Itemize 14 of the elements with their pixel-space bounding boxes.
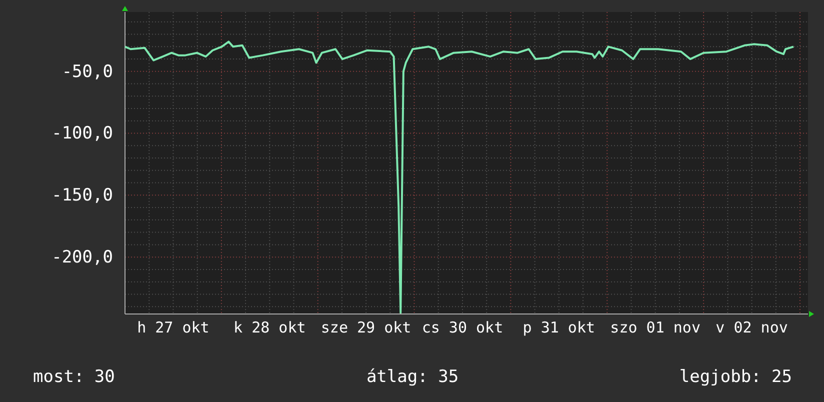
y-tick-label: -50,0 — [62, 62, 113, 82]
x-tick-label: szo 01 nov — [610, 318, 700, 337]
text: átlag: 35 — [366, 367, 459, 387]
x-tick-label: k 28 okt — [234, 318, 306, 337]
x-tick-label: sze 29 okt — [320, 318, 412, 337]
x-tick-label: h 27 okt — [137, 318, 210, 337]
x-tick-label: v 02 nov — [716, 318, 788, 337]
y-tick-label: -200,0 — [52, 248, 113, 268]
x-tick-label: cs 30 okt — [422, 318, 504, 337]
text: most: 30 — [33, 367, 115, 387]
y-tick-label: -100,0 — [52, 124, 113, 144]
x-tick-label: p 31 okt — [522, 318, 596, 337]
y-tick-label: -150,0 — [52, 186, 113, 206]
text: legjobb: 25 — [679, 367, 792, 387]
